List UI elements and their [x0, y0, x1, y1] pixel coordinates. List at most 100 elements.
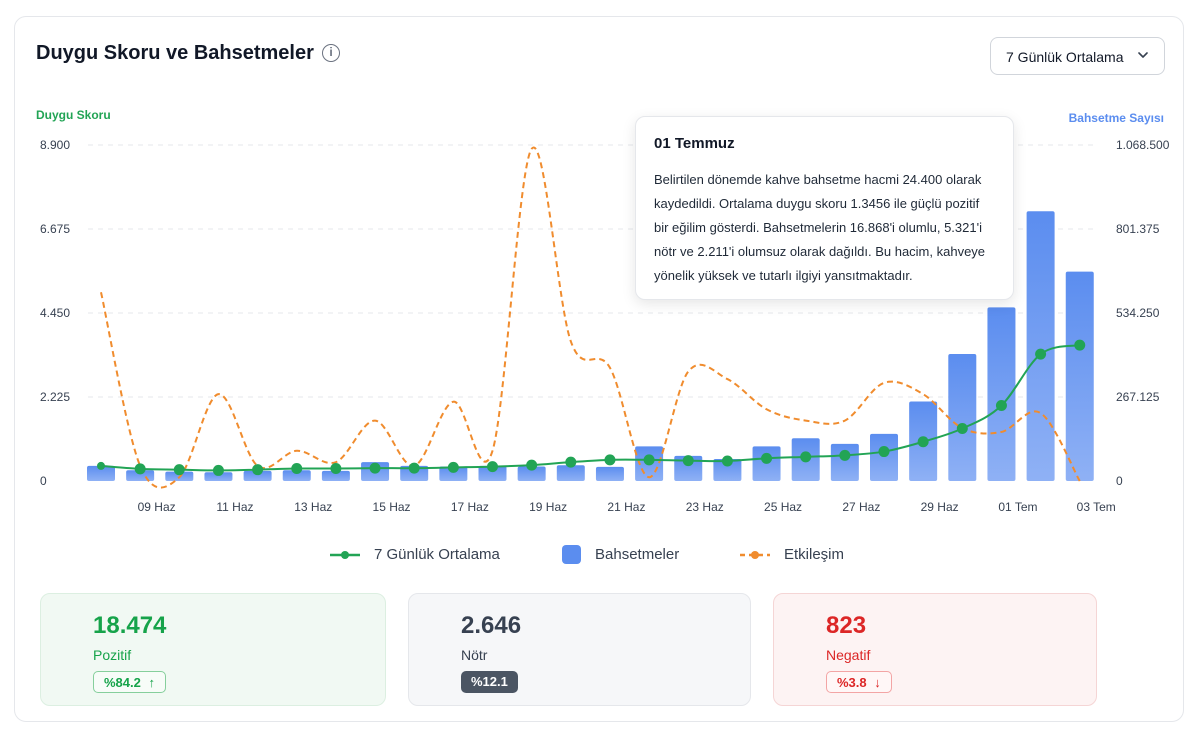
average-point[interactable] [1074, 339, 1086, 351]
x-tick-label: 21 Haz [607, 500, 645, 514]
mention-bar[interactable] [282, 470, 311, 481]
average-point[interactable] [134, 463, 146, 475]
positive-value: 18.474 [93, 612, 167, 639]
x-tick-label: 17 Haz [451, 500, 489, 514]
x-tick-label: 19 Haz [529, 500, 567, 514]
mention-bar[interactable] [204, 472, 233, 481]
info-icon[interactable]: i [322, 44, 340, 62]
average-point[interactable] [761, 452, 773, 464]
neutral-value: 2.646 [461, 612, 522, 639]
legend-label-engagement: Etkileşim [784, 546, 845, 563]
average-point[interactable] [408, 462, 420, 474]
mention-bar[interactable] [830, 443, 859, 481]
chart-title: Duygu Skoru ve Bahsetmeler [36, 42, 314, 64]
average-point[interactable] [565, 456, 577, 468]
dropdown-value: 7 Günlük Ortalama [1006, 49, 1124, 65]
negative-percent: %3.8 [837, 675, 867, 690]
x-tick-label: 01 Tem [998, 500, 1037, 514]
negative-value: 823 [826, 612, 867, 639]
neutral-stat-card: 2.646 Nötr %12.1 [408, 593, 751, 706]
arrow-up-icon: ↑ [148, 675, 156, 690]
average-point[interactable] [682, 455, 694, 467]
average-point[interactable] [173, 464, 185, 476]
average-point[interactable] [252, 464, 264, 476]
neutral-percent: %12.1 [471, 674, 508, 689]
average-point[interactable] [839, 449, 851, 461]
average-point[interactable] [97, 461, 105, 470]
mention-bar[interactable] [1026, 211, 1055, 481]
average-period-dropdown[interactable]: 7 Günlük Ortalama [990, 37, 1165, 75]
right-tick-label: 267.125 [1116, 390, 1160, 404]
legend-label-mentions: Bahsetmeler [595, 546, 680, 563]
x-tick-label: 29 Haz [921, 500, 959, 514]
positive-badge: %84.2 ↑ [93, 671, 166, 693]
left-tick-label: 8.900 [40, 138, 70, 152]
chevron-down-icon [1138, 52, 1148, 58]
x-tick-label: 11 Haz [216, 500, 253, 514]
mention-bar[interactable] [1065, 271, 1094, 481]
legend-item-mentions[interactable]: Bahsetmeler [562, 544, 702, 566]
left-tick-label: 0 [40, 474, 47, 488]
average-point[interactable] [291, 463, 303, 475]
right-tick-label: 801.375 [1116, 222, 1160, 236]
mention-bar[interactable] [595, 466, 624, 481]
mention-bar[interactable] [556, 465, 585, 481]
average-point[interactable] [526, 459, 538, 471]
sentiment-chart: Duygu Skoru Bahsetme Sayısı 8.900 6.675 4.… [36, 108, 1170, 514]
tooltip-body: Belirtilen dönemde kahve bahsetme hacmi … [654, 172, 986, 283]
legend-bar-marker-icon [562, 545, 581, 564]
positive-percent: %84.2 [104, 675, 141, 690]
mention-bar[interactable] [517, 466, 546, 481]
average-point[interactable] [604, 454, 616, 466]
x-tick-label: 09 Haz [138, 500, 176, 514]
negative-label: Negatif [826, 647, 871, 663]
average-point[interactable] [1035, 348, 1047, 360]
legend-label-average: 7 Günlük Ortalama [374, 546, 500, 563]
right-tick-label: 0 [1116, 474, 1123, 488]
average-point[interactable] [212, 464, 224, 476]
positive-label: Pozitif [93, 647, 132, 663]
mention-bar[interactable] [478, 465, 507, 481]
average-point[interactable] [487, 461, 498, 473]
mention-bar[interactable] [987, 307, 1016, 481]
left-tick-label: 4.450 [40, 306, 70, 320]
average-point[interactable] [956, 423, 968, 435]
average-point[interactable] [878, 446, 890, 458]
chart-tooltip: 01 Temmuz Belirtilen dönemde kahve bahse… [635, 116, 1014, 300]
neutral-badge: %12.1 [461, 671, 518, 693]
arrow-down-icon: ↓ [874, 675, 881, 690]
legend-line-marker-icon [330, 551, 360, 559]
tooltip-title: 01 Temmuz [654, 135, 735, 152]
right-tick-label: 534.250 [1116, 306, 1160, 320]
x-tick-label: 23 Haz [686, 500, 724, 514]
mention-bar[interactable] [870, 433, 898, 481]
mention-bar[interactable] [713, 458, 742, 481]
average-point[interactable] [330, 463, 342, 475]
left-axis-label: Duygu Skoru [36, 108, 111, 122]
right-tick-label: 1.068.500 [1116, 138, 1170, 152]
x-tick-label: 03 Tem [1077, 500, 1116, 514]
mention-bar[interactable] [87, 465, 115, 481]
left-tick-label: 2.225 [40, 390, 70, 404]
legend-item-engagement[interactable]: Etkileşim [740, 544, 870, 566]
engagement-line[interactable] [100, 146, 1081, 489]
positive-stat-card: 18.474 Pozitif %84.2 ↑ [40, 593, 386, 706]
average-point[interactable] [643, 454, 655, 466]
x-tick-label: 25 Haz [764, 500, 802, 514]
legend-dashed-marker-icon [740, 551, 770, 559]
average-point[interactable] [917, 436, 929, 448]
mention-bar[interactable] [243, 470, 272, 481]
legend-item-average[interactable]: 7 Günlük Ortalama [330, 544, 510, 566]
mention-bar[interactable] [439, 466, 468, 481]
mention-bar[interactable] [321, 470, 350, 481]
negative-stat-card: 823 Negatif %3.8 ↓ [773, 593, 1097, 706]
average-point[interactable] [995, 399, 1007, 411]
mention-bar[interactable] [948, 353, 977, 481]
mention-bar[interactable] [674, 455, 703, 481]
x-tick-label: 15 Haz [373, 500, 411, 514]
average-point[interactable] [721, 455, 733, 467]
left-tick-label: 6.675 [40, 222, 70, 236]
average-point[interactable] [369, 462, 381, 474]
average-point[interactable] [447, 461, 459, 473]
average-point[interactable] [800, 451, 812, 463]
